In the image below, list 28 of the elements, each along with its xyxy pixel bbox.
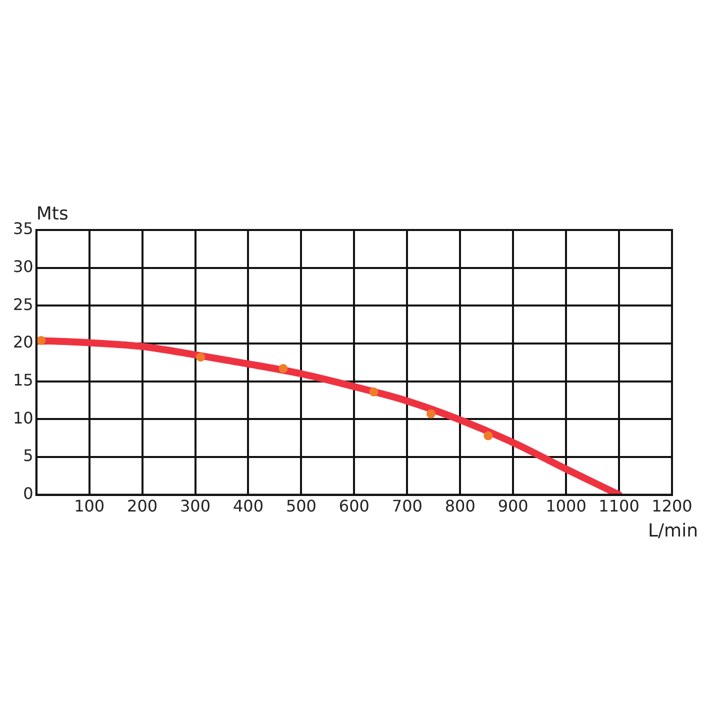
point — [426, 409, 436, 418]
point — [369, 387, 378, 396]
point — [278, 364, 288, 373]
y-tick-label: 10 — [13, 408, 34, 428]
x-tick-label: 300 — [180, 496, 211, 516]
point — [196, 352, 206, 362]
x-tick-label: 800 — [444, 496, 476, 516]
y-tick-label: 25 — [13, 294, 34, 314]
point — [36, 336, 46, 345]
x-tick-label: 400 — [232, 496, 264, 516]
x-tick-label: 200 — [127, 496, 158, 516]
x-tick-label: 1100 — [598, 496, 640, 516]
y-tick-label: 35 — [13, 219, 34, 238]
x-axis-title: L/min — [648, 520, 698, 542]
y-axis-title: Mts — [36, 204, 68, 225]
x-tick-label: 1200 — [652, 496, 692, 516]
x-tick-label: 1000 — [546, 496, 586, 516]
x-tick-label: 100 — [74, 496, 105, 516]
y-tick-label: 0 — [23, 484, 34, 503]
x-tick-label: 600 — [338, 496, 370, 516]
x-tick-label: 700 — [392, 496, 422, 516]
y-tick-label: 5 — [23, 446, 34, 466]
y-tick-label: 30 — [13, 256, 34, 276]
point — [484, 431, 493, 440]
y-tick-label: 20 — [13, 332, 34, 352]
x-tick-label: 900 — [498, 496, 528, 516]
x-tick-label: 500 — [286, 496, 316, 516]
y-tick-label: 15 — [13, 370, 34, 390]
